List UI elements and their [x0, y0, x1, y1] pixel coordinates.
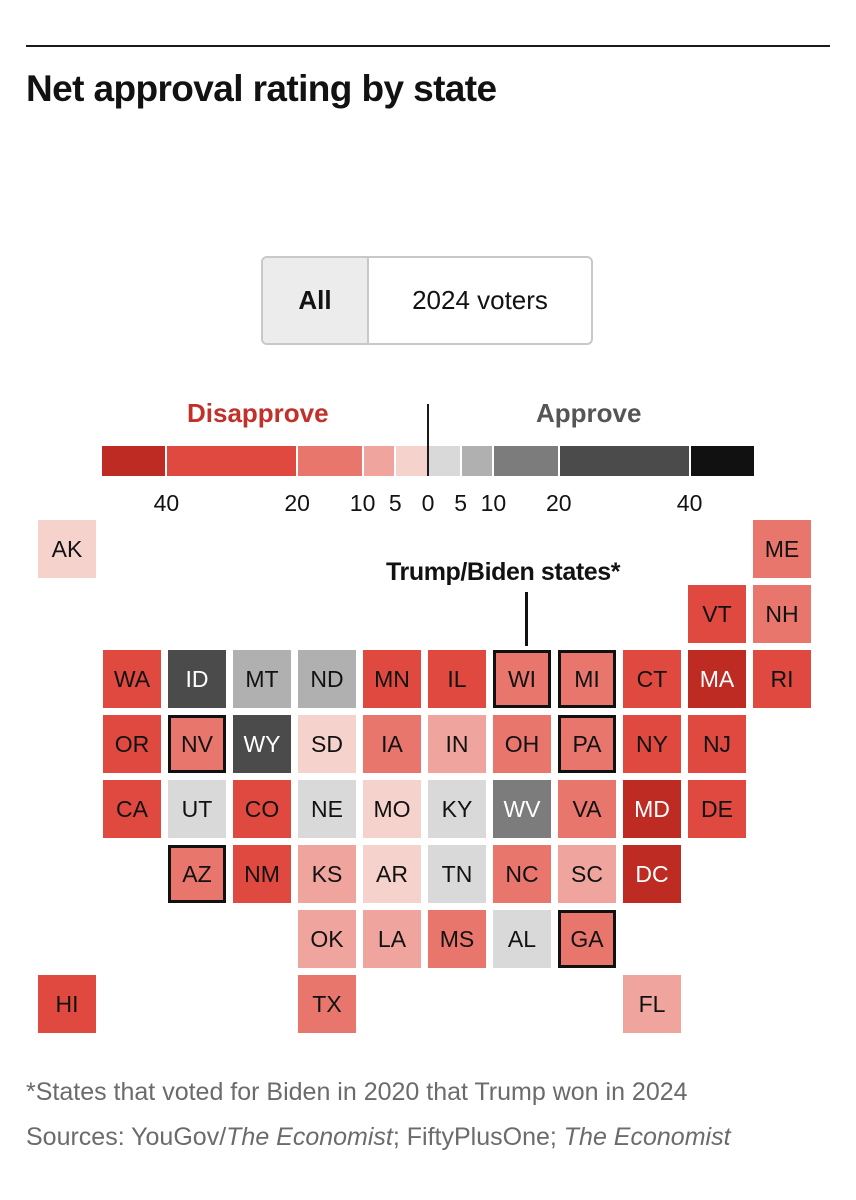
- state-tile-ne: NE: [298, 780, 356, 838]
- legend-swatch-1: [167, 446, 297, 476]
- sources-line: Sources: YouGov/The Economist; FiftyPlus…: [26, 1123, 731, 1152]
- state-tile-ar: AR: [363, 845, 421, 903]
- legend-swatch-2: [298, 446, 362, 476]
- state-tile-il: IL: [428, 650, 486, 708]
- legend-tick-label: 20: [284, 490, 310, 516]
- state-tile-me: ME: [753, 520, 811, 578]
- state-tile-ri: RI: [753, 650, 811, 708]
- trump-biden-annotation: Trump/Biden states*: [386, 558, 621, 586]
- toggle-all-button[interactable]: All: [263, 258, 369, 343]
- state-tile-ca: CA: [103, 780, 161, 838]
- state-tile-tx: TX: [298, 975, 356, 1033]
- state-tile-al: AL: [493, 910, 551, 968]
- legend-disapprove-label: Disapprove: [187, 398, 329, 428]
- voter-toggle: All 2024 voters: [261, 256, 593, 345]
- legend-swatch-7: [494, 446, 558, 476]
- state-tile-oh: OH: [493, 715, 551, 773]
- state-tile-ct: CT: [623, 650, 681, 708]
- state-tile-nd: ND: [298, 650, 356, 708]
- state-tile-ma: MA: [688, 650, 746, 708]
- sources-italic-economist-1: The Economist: [226, 1123, 393, 1151]
- legend-tick-label: 10: [349, 490, 376, 516]
- state-tile-az: AZ: [168, 845, 226, 903]
- state-tile-md: MD: [623, 780, 681, 838]
- state-tile-vt: VT: [688, 585, 746, 643]
- legend-tick-label: 40: [153, 490, 180, 516]
- legend-zero-line: [427, 404, 429, 476]
- state-tile-wa: WA: [103, 650, 161, 708]
- state-tile-ms: MS: [428, 910, 486, 968]
- state-tile-tn: TN: [428, 845, 486, 903]
- state-tile-hi: HI: [38, 975, 96, 1033]
- legend-swatch-9: [690, 446, 754, 476]
- legend-swatch-0: [102, 446, 166, 476]
- legend-swatch-5: [429, 446, 460, 476]
- state-tile-in: IN: [428, 715, 486, 773]
- state-tile-sc: SC: [558, 845, 616, 903]
- state-tile-wi: WI: [493, 650, 551, 708]
- sources-prefix: Sources: YouGov/: [26, 1123, 227, 1151]
- state-tile-pa: PA: [558, 715, 616, 773]
- state-tile-wv: WV: [493, 780, 551, 838]
- state-tile-ny: NY: [623, 715, 681, 773]
- state-tile-id: ID: [168, 650, 226, 708]
- legend-swatch-3: [363, 446, 395, 476]
- annotation-leader-line: [525, 592, 528, 646]
- legend-swatch-6: [461, 446, 493, 476]
- sources-italic-economist-2: The Economist: [563, 1123, 731, 1151]
- state-tile-ga: GA: [558, 910, 616, 968]
- state-tile-nc: NC: [493, 845, 551, 903]
- legend-tick-label: 5: [454, 490, 468, 516]
- top-rule: [26, 45, 830, 47]
- state-tile-mt: MT: [233, 650, 291, 708]
- legend-swatch-4: [396, 446, 427, 476]
- state-tile-ks: KS: [298, 845, 356, 903]
- chart-title: Net approval rating by state: [26, 68, 497, 109]
- sources-middle: ; FiftyPlusOne;: [392, 1123, 564, 1151]
- legend-tick-label: 20: [546, 490, 572, 516]
- state-tile-fl: FL: [623, 975, 681, 1033]
- state-tile-co: CO: [233, 780, 291, 838]
- state-tile-mn: MN: [363, 650, 421, 708]
- toggle-2024-voters-button[interactable]: 2024 voters: [369, 258, 591, 343]
- state-tile-or: OR: [103, 715, 161, 773]
- state-tile-nv: NV: [168, 715, 226, 773]
- state-tile-nj: NJ: [688, 715, 746, 773]
- state-tile-ut: UT: [168, 780, 226, 838]
- state-tile-ia: IA: [363, 715, 421, 773]
- state-tile-ok: OK: [298, 910, 356, 968]
- state-tile-sd: SD: [298, 715, 356, 773]
- legend-approve-label: Approve: [536, 398, 642, 428]
- legend-swatch-8: [559, 446, 689, 476]
- state-tile-ky: KY: [428, 780, 486, 838]
- legend-tick-label: 40: [676, 490, 703, 516]
- legend-tick-label: 0: [421, 490, 435, 516]
- state-tile-dc: DC: [623, 845, 681, 903]
- legend-tick-label: 10: [480, 490, 507, 516]
- state-tile-de: DE: [688, 780, 746, 838]
- state-tile-va: VA: [558, 780, 616, 838]
- state-tile-wy: WY: [233, 715, 291, 773]
- legend-tick-label: 5: [388, 490, 402, 516]
- state-tile-nm: NM: [233, 845, 291, 903]
- state-tile-nh: NH: [753, 585, 811, 643]
- state-tile-ak: AK: [38, 520, 96, 578]
- state-tile-la: LA: [363, 910, 421, 968]
- state-tile-mo: MO: [363, 780, 421, 838]
- footnote: *States that voted for Biden in 2020 tha…: [26, 1078, 688, 1106]
- state-tile-mi: MI: [558, 650, 616, 708]
